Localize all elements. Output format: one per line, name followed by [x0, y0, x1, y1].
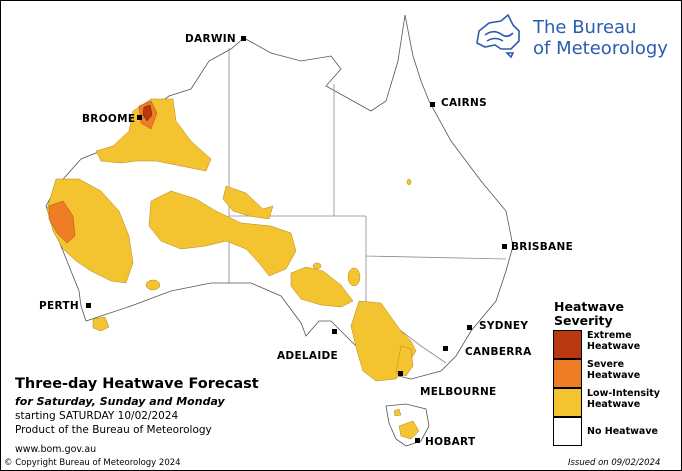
legend-label-low-intensity: Low-Intensity Heatwave: [587, 388, 677, 410]
nt-small-heat-area: [312, 262, 322, 270]
city-label-brisbane: BRISBANE: [511, 241, 574, 253]
tasmania-north-heat-area: [393, 408, 402, 417]
city-label-adelaide: ADELAIDE: [277, 350, 339, 362]
cairns-marker: [430, 102, 435, 107]
issued-date: Issued on 09/02/2024: [568, 458, 661, 468]
qld-small-heat-area: [406, 178, 412, 186]
city-label-cairns: CAIRNS: [441, 97, 487, 109]
sydney-marker: [467, 325, 472, 330]
broome-extreme-area: [142, 104, 153, 122]
pilbara-heat-area: [46, 178, 134, 284]
perth-marker: [86, 303, 91, 308]
forecast-start-date: starting SATURDAY 10/02/2024: [15, 410, 179, 422]
canberra-marker: [443, 346, 448, 351]
sa-small-heat-area: [347, 267, 361, 287]
southwest-small-heat-area: [145, 279, 161, 291]
forecast-title: Three-day Heatwave Forecast: [15, 376, 259, 392]
legend-swatch-severe: [553, 359, 582, 388]
legend-item-extreme: Extreme Heatwave: [553, 330, 671, 359]
legend-label-low-intensity-line-1: Low-Intensity: [587, 388, 660, 399]
low-intensity-heatwave-areas: [46, 98, 420, 440]
legend-title: Heatwave Severity: [554, 300, 624, 328]
australia-mainland-outline: [45, 14, 514, 380]
perth-heat-area: [92, 316, 110, 332]
legend-label-low-intensity-line-2: Heatwave: [587, 399, 641, 410]
broome-marker: [137, 115, 142, 120]
nullarbor-heat-area: [290, 266, 354, 308]
interior-heat-area: [148, 190, 297, 277]
legend-item-severe: Severe Heatwave: [553, 359, 671, 388]
city-label-perth: PERTH: [39, 300, 79, 312]
city-label-sydney: SYDNEY: [479, 320, 529, 332]
hobart-marker: [415, 438, 420, 443]
legend-label-severe: Severe Heatwave: [587, 359, 677, 381]
product-credit: Product of the Bureau of Meteorology: [15, 424, 212, 436]
legend-label-extreme: Extreme Heatwave: [587, 330, 677, 352]
legend-title-line-1: Heatwave: [554, 299, 624, 314]
copyright-notice: © Copyright Bureau of Meteorology 2024: [4, 458, 181, 468]
adelaide-marker: [332, 329, 337, 334]
logo-line-2: of Meteorology: [533, 38, 668, 59]
city-label-darwin: DARWIN: [185, 33, 237, 45]
brisbane-marker: [502, 244, 507, 249]
website-link[interactable]: www.bom.gov.au: [15, 444, 97, 455]
city-label-hobart: HOBART: [425, 436, 476, 448]
australia-outline-logo-icon: [476, 13, 520, 59]
tasmania-heat-area: [398, 420, 420, 440]
legend-label-extreme-line-2: Heatwave: [587, 341, 641, 352]
victoria-east-heat-area: [395, 345, 414, 377]
legend-title-line-2: Severity: [554, 313, 613, 328]
legend-label-severe-line-1: Severe: [587, 359, 625, 370]
forecast-subtitle: for Saturday, Sunday and Monday: [15, 395, 225, 408]
pilbara-severe-area: [48, 200, 76, 244]
legend-label-no-heatwave: No Heatwave: [587, 426, 658, 437]
city-label-broome: BROOME: [82, 113, 136, 125]
city-markers: [86, 36, 507, 443]
legend-item-low-intensity: Low-Intensity Heatwave: [553, 388, 671, 417]
kimberley-heat-area: [95, 98, 212, 172]
extreme-heatwave-areas: [142, 104, 153, 122]
melbourne-marker: [398, 371, 403, 376]
darwin-marker: [241, 36, 246, 41]
legend-swatch-no-heatwave: [553, 417, 582, 446]
legend-item-no-heatwave: No Heatwave: [553, 417, 671, 446]
city-label-canberra: CANBERRA: [465, 346, 532, 358]
legend-swatch-low-intensity: [553, 388, 582, 417]
city-label-melbourne: MELBOURNE: [420, 386, 497, 398]
logo-line-1: The Bureau: [533, 17, 637, 38]
central-west-heat-area: [222, 185, 274, 220]
legend-label-extreme-line-1: Extreme: [587, 330, 632, 341]
legend-swatch-extreme: [553, 330, 582, 359]
legend-label-severe-line-2: Heatwave: [587, 370, 641, 381]
